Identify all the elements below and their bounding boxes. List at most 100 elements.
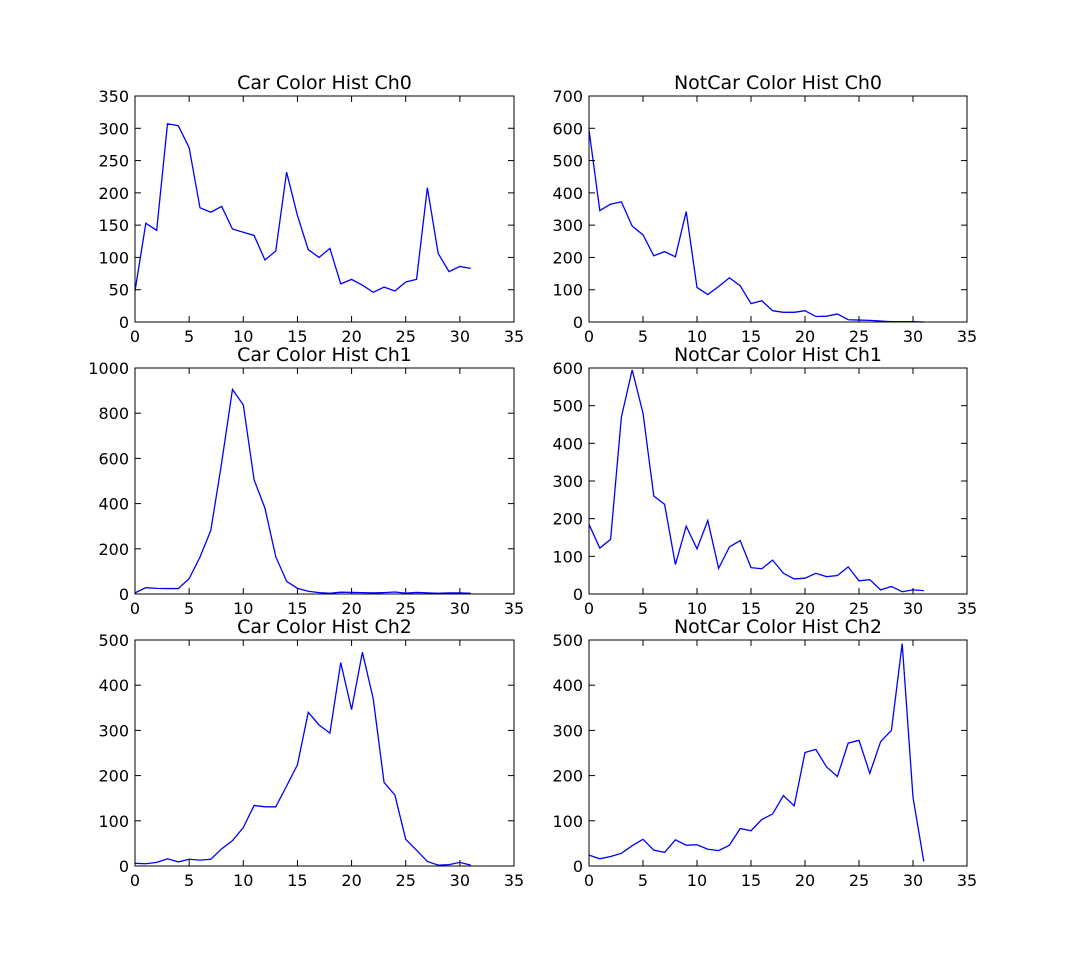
y-tick-label: 400 bbox=[98, 676, 129, 695]
y-tick-label: 700 bbox=[552, 87, 583, 106]
axes-frame bbox=[588, 639, 968, 867]
x-tick-label: 20 bbox=[795, 599, 815, 618]
y-tick-label: 800 bbox=[98, 404, 129, 423]
axes-frame bbox=[134, 639, 515, 867]
y-tick-label: 0 bbox=[119, 585, 129, 604]
x-tick-label: 0 bbox=[584, 871, 594, 890]
y-tick-label: 200 bbox=[552, 767, 583, 786]
y-tick-label: 100 bbox=[552, 812, 583, 831]
axes-frame bbox=[134, 95, 515, 323]
y-tick-label: 600 bbox=[552, 359, 583, 378]
y-tick-label: 300 bbox=[552, 472, 583, 491]
x-tick-label: 30 bbox=[903, 599, 923, 618]
chart-title: Car Color Hist Ch1 bbox=[237, 344, 412, 366]
y-tick-label: 350 bbox=[98, 87, 129, 106]
y-tick-label: 200 bbox=[98, 540, 129, 559]
y-tick-label: 100 bbox=[98, 248, 129, 267]
x-tick-label: 35 bbox=[957, 327, 977, 346]
x-tick-label: 35 bbox=[504, 871, 524, 890]
x-tick-label: 35 bbox=[957, 871, 977, 890]
x-tick-label: 30 bbox=[450, 327, 470, 346]
y-tick-label: 200 bbox=[552, 510, 583, 529]
series-line bbox=[134, 652, 471, 866]
y-tick-label: 150 bbox=[98, 216, 129, 235]
series-line bbox=[134, 387, 471, 594]
x-tick-label: 15 bbox=[287, 327, 307, 346]
x-tick-label: 15 bbox=[741, 871, 761, 890]
x-tick-label: 35 bbox=[504, 599, 524, 618]
x-tick-label: 20 bbox=[795, 871, 815, 890]
y-tick-label: 200 bbox=[552, 248, 583, 267]
y-tick-label: 400 bbox=[552, 434, 583, 453]
y-tick-label: 500 bbox=[552, 152, 583, 171]
y-tick-label: 100 bbox=[552, 547, 583, 566]
y-tick-label: 500 bbox=[552, 397, 583, 416]
x-tick-label: 15 bbox=[287, 871, 307, 890]
y-tick-label: 200 bbox=[98, 184, 129, 203]
y-tick-label: 0 bbox=[119, 313, 129, 332]
x-tick-label: 15 bbox=[287, 599, 307, 618]
x-tick-label: 25 bbox=[396, 327, 416, 346]
y-tick-label: 300 bbox=[98, 119, 129, 138]
x-tick-label: 35 bbox=[957, 599, 977, 618]
chart-title: NotCar Color Hist Ch1 bbox=[674, 344, 882, 366]
x-tick-label: 10 bbox=[687, 871, 707, 890]
y-tick-label: 500 bbox=[98, 631, 129, 650]
x-tick-label: 5 bbox=[638, 327, 648, 346]
chart-panel-2: Car Color Hist Ch1 0 5 10 15 20 25 30 35 0 200 400 6… bbox=[88, 344, 524, 618]
chart-panel-1: NotCar Color Hist Ch0 0 5 10 15 20 25 30 35 0 100 2… bbox=[552, 72, 977, 346]
x-tick-label: 30 bbox=[450, 599, 470, 618]
y-tick-label: 300 bbox=[552, 216, 583, 235]
x-tick-label: 0 bbox=[130, 327, 140, 346]
x-tick-label: 25 bbox=[396, 599, 416, 618]
chart-title: Car Color Hist Ch2 bbox=[237, 616, 412, 638]
y-tick-label: 600 bbox=[98, 449, 129, 468]
y-tick-label: 0 bbox=[573, 585, 583, 604]
x-tick-label: 5 bbox=[638, 599, 648, 618]
x-tick-label: 0 bbox=[584, 327, 594, 346]
y-tick-label: 50 bbox=[109, 281, 129, 300]
x-tick-label: 30 bbox=[450, 871, 470, 890]
y-tick-label: 400 bbox=[552, 184, 583, 203]
y-tick-label: 0 bbox=[119, 857, 129, 876]
y-tick-label: 400 bbox=[98, 495, 129, 514]
x-tick-label: 20 bbox=[341, 871, 361, 890]
chart-title: Car Color Hist Ch0 bbox=[237, 72, 412, 94]
x-tick-label: 25 bbox=[849, 327, 869, 346]
x-tick-label: 20 bbox=[341, 327, 361, 346]
series-line bbox=[588, 369, 924, 593]
series-line bbox=[588, 129, 924, 323]
x-tick-label: 15 bbox=[741, 599, 761, 618]
y-tick-label: 0 bbox=[573, 313, 583, 332]
x-tick-label: 5 bbox=[638, 871, 648, 890]
x-tick-label: 0 bbox=[130, 871, 140, 890]
y-tick-label: 250 bbox=[98, 152, 129, 171]
y-tick-label: 100 bbox=[552, 281, 583, 300]
axes-frame bbox=[588, 367, 968, 595]
chart-panel-0: Car Color Hist Ch0 0 5 10 15 20 25 30 350 50 100 15… bbox=[98, 72, 524, 346]
x-tick-label: 30 bbox=[903, 327, 923, 346]
x-tick-label: 10 bbox=[687, 599, 707, 618]
x-tick-label: 20 bbox=[341, 599, 361, 618]
x-tick-label: 0 bbox=[584, 599, 594, 618]
chart-title: NotCar Color Hist Ch2 bbox=[674, 616, 882, 638]
x-tick-label: 10 bbox=[233, 871, 253, 890]
y-tick-label: 0 bbox=[573, 857, 583, 876]
series-line bbox=[134, 123, 471, 294]
x-tick-label: 15 bbox=[741, 327, 761, 346]
y-tick-label: 300 bbox=[552, 721, 583, 740]
y-tick-label: 400 bbox=[552, 676, 583, 695]
x-tick-label: 5 bbox=[184, 327, 194, 346]
x-tick-label: 20 bbox=[795, 327, 815, 346]
chart-title: NotCar Color Hist Ch0 bbox=[674, 72, 882, 94]
y-tick-label: 300 bbox=[98, 721, 129, 740]
axes-frame bbox=[588, 95, 968, 323]
axes-frame bbox=[134, 367, 515, 595]
x-tick-label: 5 bbox=[184, 871, 194, 890]
x-tick-label: 0 bbox=[130, 599, 140, 618]
x-tick-label: 5 bbox=[184, 599, 194, 618]
y-tick-label: 1000 bbox=[88, 359, 129, 378]
x-tick-label: 10 bbox=[233, 327, 253, 346]
y-tick-label: 200 bbox=[98, 767, 129, 786]
